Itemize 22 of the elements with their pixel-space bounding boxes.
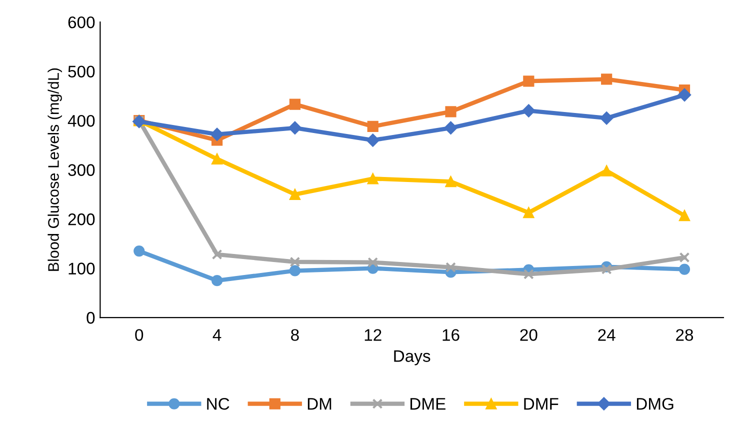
- legend-label: DMF: [524, 398, 558, 410]
- y-tick-label: 600: [68, 16, 95, 28]
- y-tick-label: 100: [68, 262, 95, 274]
- x-tick-label: 8: [291, 329, 299, 341]
- legend-label: DM: [308, 398, 332, 410]
- y-tick-label: 500: [68, 66, 95, 78]
- x-tick-label: 28: [676, 329, 694, 341]
- x-tick-label: 24: [598, 329, 616, 341]
- legend-label: DME: [410, 398, 446, 410]
- y-tick-label: 400: [68, 114, 95, 127]
- y-tick-label: 200: [68, 213, 95, 226]
- x-tick-label: 20: [520, 329, 538, 341]
- y-tick-label: 300: [68, 164, 95, 176]
- x-axis-title: Days: [394, 350, 430, 366]
- x-tick-label: 12: [364, 329, 382, 341]
- legend-label: DMG: [636, 398, 674, 410]
- y-tick-label: 0: [86, 312, 95, 324]
- legend-label: NC: [207, 398, 230, 410]
- x-tick-label: 16: [442, 329, 460, 341]
- x-tick-label: 0: [135, 329, 144, 341]
- y-axis-title: Blood Glucose Levels (mg/dL): [48, 68, 62, 271]
- x-tick-label: 4: [212, 329, 222, 341]
